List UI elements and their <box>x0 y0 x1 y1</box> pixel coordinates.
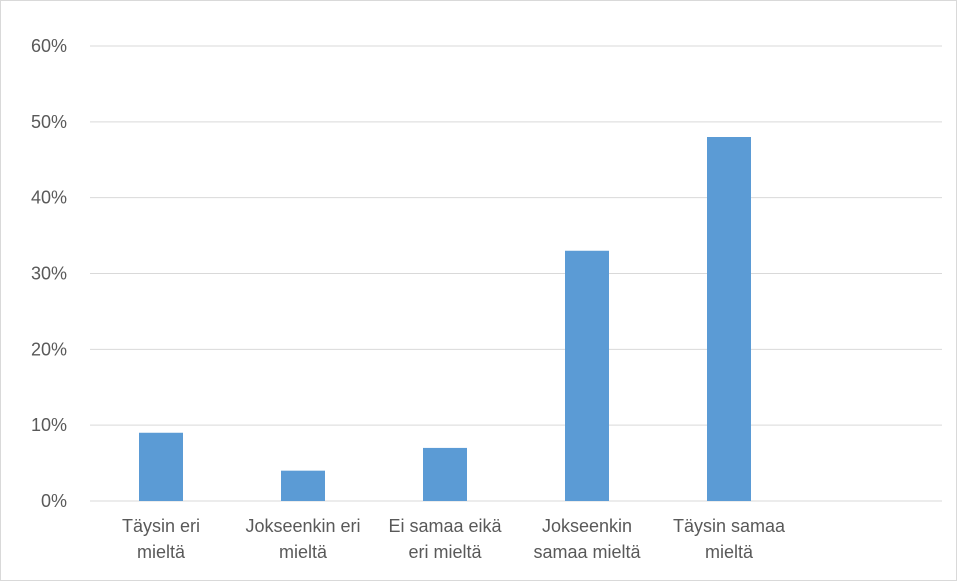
y-tick-label: 50% <box>31 112 67 132</box>
y-axis-ticks: 0% 10% 20% 30% 40% 50% 60% <box>31 36 67 511</box>
bar <box>707 137 751 501</box>
y-tick-label: 10% <box>31 415 67 435</box>
x-axis-categories: Täysin eri mieltä Jokseenkin eri mieltä Ei s… <box>122 516 786 562</box>
gridlines <box>90 45 942 502</box>
x-category-label: Jokseenkin samaa mieltä <box>533 516 641 562</box>
bars <box>139 137 751 501</box>
y-tick-label: 60% <box>31 36 67 56</box>
y-tick-label: 20% <box>31 339 67 359</box>
x-category-label: Täysin samaa mieltä <box>673 516 786 562</box>
y-tick-label: 0% <box>41 491 67 511</box>
y-tick-label: 40% <box>31 188 67 208</box>
x-category-label: Jokseenkin eri mieltä <box>245 516 360 562</box>
bar <box>139 432 183 501</box>
bar <box>565 250 609 501</box>
y-tick-label: 30% <box>31 264 67 284</box>
x-category-label: Täysin eri mieltä <box>122 516 200 562</box>
x-category-label: Ei samaa eikä eri mieltä <box>388 516 502 562</box>
bar <box>281 470 325 501</box>
bar <box>423 447 467 501</box>
